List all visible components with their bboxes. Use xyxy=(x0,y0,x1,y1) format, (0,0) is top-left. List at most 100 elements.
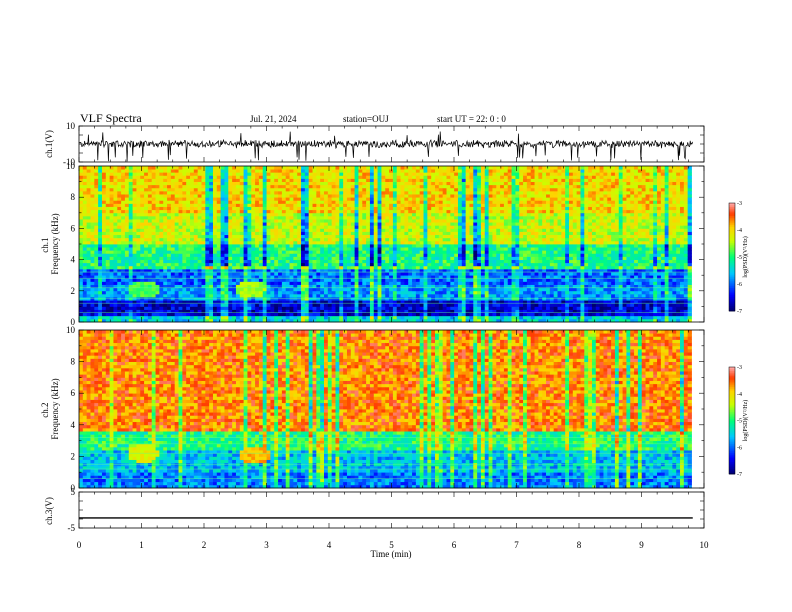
spectrogram-cell xyxy=(312,234,317,239)
spectrogram-cell xyxy=(121,287,126,292)
spectrogram-cell xyxy=(266,309,271,314)
spectrogram-cell xyxy=(170,262,176,267)
spectrogram-cell xyxy=(274,197,279,201)
spectrogram-cell xyxy=(354,209,359,214)
spectrogram-cell xyxy=(438,200,444,204)
spectrogram-cell xyxy=(121,203,126,207)
spectrogram-cell xyxy=(182,234,187,239)
spectrogram-cell xyxy=(186,184,191,189)
spectrogram-cell xyxy=(415,253,421,257)
spectrogram-cell xyxy=(362,318,367,323)
spectrogram-cell xyxy=(167,312,172,317)
spectrogram-cell xyxy=(435,290,440,295)
spectrogram-cell xyxy=(346,259,352,264)
spectrogram-cell xyxy=(339,281,344,285)
spectrogram-cell xyxy=(442,190,447,195)
spectrogram-cell xyxy=(136,234,141,239)
spectrogram-cell xyxy=(438,203,444,207)
spectrogram-cell xyxy=(270,259,275,264)
spectrogram-cell xyxy=(289,278,294,282)
spectrogram-cell xyxy=(274,187,279,192)
spectrogram-cell xyxy=(251,287,256,292)
spectrogram-cell xyxy=(121,303,126,307)
spectrogram-cell xyxy=(281,293,287,298)
spectrogram-cell xyxy=(124,293,130,298)
spectrogram-cell xyxy=(94,206,99,211)
spectrogram-cell xyxy=(278,194,283,198)
spectrogram-cell xyxy=(438,281,444,285)
spectrogram-cell xyxy=(121,281,126,285)
spectrogram-cell xyxy=(373,190,378,195)
spectrogram-cell xyxy=(408,278,413,282)
spectrogram-cell xyxy=(324,194,329,198)
spectrogram-cell xyxy=(435,284,440,289)
spectrogram-cell xyxy=(201,237,206,242)
spectrogram-cell xyxy=(281,250,287,254)
spectrogram-cell xyxy=(343,194,348,198)
spectrogram-cell xyxy=(354,194,359,198)
spectrogram-cell xyxy=(201,259,206,264)
spectrogram-cell xyxy=(362,290,367,295)
spectrogram-cell xyxy=(159,278,164,282)
spectrogram-cell xyxy=(251,303,256,307)
spectrogram-cell xyxy=(170,250,176,254)
spectrogram-cell xyxy=(324,265,329,270)
spectrogram-cell xyxy=(312,212,317,217)
spectrogram-cell xyxy=(174,225,179,229)
spectrogram-cell xyxy=(396,287,401,292)
spectrogram-cell xyxy=(193,190,199,195)
spectrogram-cell xyxy=(366,253,371,257)
spectrogram-cell xyxy=(435,287,440,292)
spectrogram-cell xyxy=(266,178,271,182)
spectrogram-cell xyxy=(358,306,363,310)
spectrogram-cell xyxy=(423,315,428,320)
spectrogram-cell xyxy=(232,278,237,282)
spectrogram-cell xyxy=(182,222,187,226)
spectrogram-cell xyxy=(312,237,317,242)
spectrogram-cell xyxy=(412,250,417,254)
spectrogram-cell xyxy=(373,203,378,207)
spectrogram-cell xyxy=(167,172,172,176)
spectrogram-cell xyxy=(396,187,401,192)
spectrogram-cell xyxy=(155,169,160,173)
spectrogram-cell xyxy=(327,309,333,314)
spectrogram-cell xyxy=(404,284,409,289)
spectrogram-cell xyxy=(235,256,241,260)
spectrogram-cell xyxy=(98,259,103,264)
spectrogram-cell xyxy=(369,219,375,223)
spectrogram-cell xyxy=(167,222,172,226)
spectrogram-cell xyxy=(151,212,156,217)
spectrogram-cell xyxy=(366,206,371,211)
spectrogram-cell xyxy=(389,184,394,189)
spectrogram-cell xyxy=(423,290,428,295)
spectrogram-cell xyxy=(94,175,99,179)
spectrogram-cell xyxy=(297,278,302,282)
spectrogram-cell xyxy=(350,281,356,285)
spectrogram-cell xyxy=(435,315,440,320)
spectrogram-cell xyxy=(316,244,321,248)
spectrogram-cell xyxy=(435,272,440,276)
spectrogram-cell xyxy=(205,206,210,211)
spectrogram-cell xyxy=(140,225,145,229)
spectrogram-cell xyxy=(136,293,141,298)
spectrogram-cell xyxy=(369,300,375,304)
spectrogram-cell xyxy=(147,194,153,198)
spectrogram-cell xyxy=(128,231,133,236)
spectrogram-cell xyxy=(423,203,428,207)
spectrogram-cell xyxy=(320,247,325,251)
spectrogram-cell xyxy=(415,200,421,204)
spectrogram-cell xyxy=(281,184,287,189)
spectrogram-cell xyxy=(373,206,378,211)
spectrogram-cell xyxy=(415,181,421,186)
spectrogram-cell xyxy=(438,300,444,304)
spectrogram-cell xyxy=(343,293,348,298)
spectrogram-cell xyxy=(155,237,160,242)
spectrogram-cell xyxy=(224,184,229,189)
spectrogram-cell xyxy=(235,228,241,232)
spectrogram-cell xyxy=(396,256,401,260)
spectrogram-cell xyxy=(274,231,279,236)
spectrogram-cell xyxy=(435,228,440,232)
spectrogram-cell xyxy=(79,212,84,217)
spectrogram-cell xyxy=(285,206,290,211)
spectrogram-cell xyxy=(396,300,401,304)
